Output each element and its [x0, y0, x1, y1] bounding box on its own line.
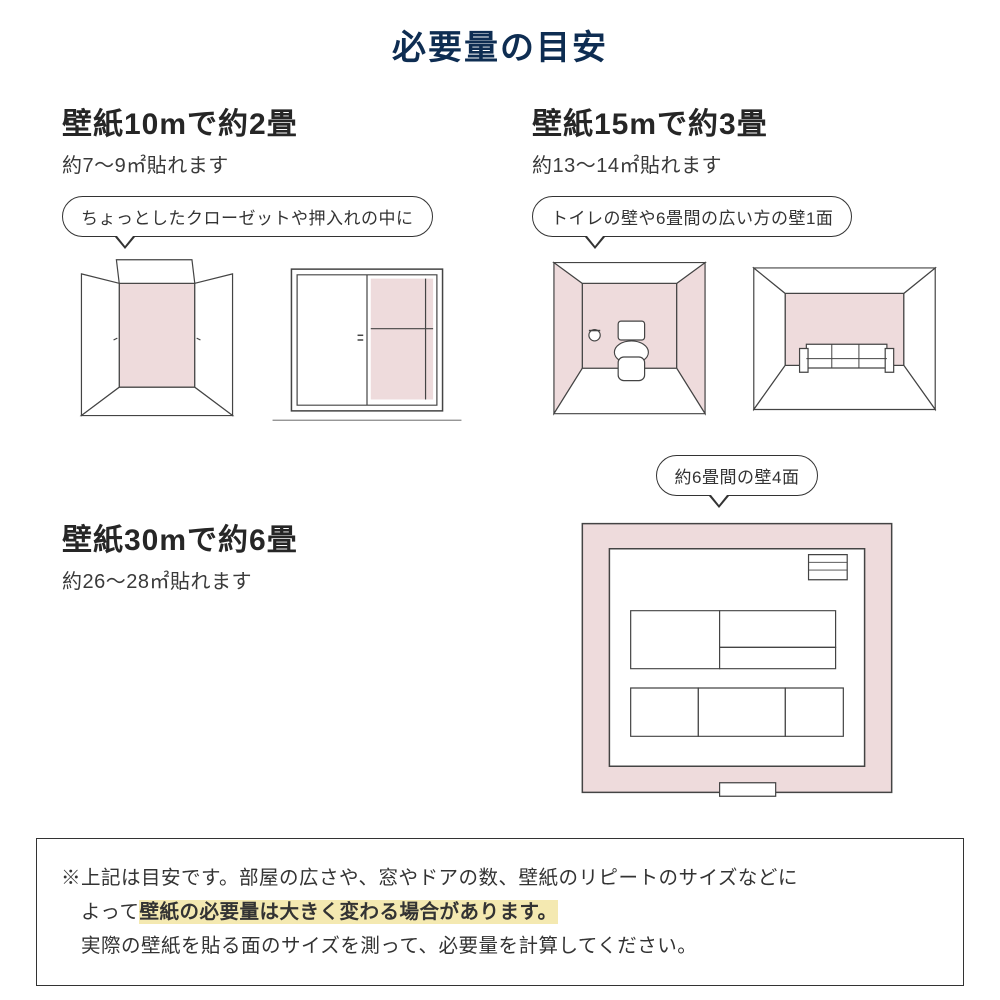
block-10m-heading: 壁紙10mで約2畳	[62, 99, 462, 143]
block-15m: 壁紙15mで約3畳 約13～14㎡貼れます トイレの壁や6畳間の広い方の壁1面	[532, 99, 942, 425]
block-10m: 壁紙10mで約2畳 約7～9㎡貼れます ちょっとしたクローゼットや押入れの中に	[62, 99, 462, 425]
note-line3: 実際の壁紙を貼る面のサイズを測って、必要量を計算してください。	[61, 935, 697, 957]
block-15m-heading: 壁紙15mで約3畳	[532, 99, 942, 143]
block-15m-illustrations	[532, 255, 942, 425]
block-floorplan-bubble: 約6畳間の壁4面	[656, 455, 819, 496]
note-line1: ※上記は目安です。部屋の広さや、窓やドアの数、壁紙のリピートのサイズなどに	[61, 867, 798, 889]
block-30m-sub: 約26～28㎡貼れます	[62, 565, 462, 594]
note-highlight: 壁紙の必要量は大きく変わる場合があります。	[139, 900, 557, 924]
page-title: 必要量の目安	[0, 0, 1000, 69]
block-15m-bubble: トイレの壁や6畳間の広い方の壁1面	[532, 196, 852, 237]
block-30m: 壁紙30mで約6畳 約26～28㎡貼れます	[62, 455, 462, 804]
toilet-room-illustration	[532, 255, 727, 425]
block-15m-sub: 約13～14㎡貼れます	[532, 149, 942, 178]
block-30m-heading: 壁紙30mで約6畳	[62, 515, 462, 559]
living-wall-illustration	[747, 255, 942, 425]
closet-open-illustration	[62, 255, 252, 425]
closet-sliding-illustration	[272, 255, 462, 425]
block-10m-illustrations	[62, 255, 462, 425]
block-10m-bubble: ちょっとしたクローゼットや押入れの中に	[62, 196, 433, 237]
block-10m-sub: 約7～9㎡貼れます	[62, 149, 462, 178]
note-line2-pre: よって	[61, 901, 139, 923]
floorplan-illustration	[572, 514, 902, 804]
block-floorplan: 約6畳間の壁4面	[532, 455, 942, 804]
content-grid: 壁紙10mで約2畳 約7～9㎡貼れます ちょっとしたクローゼットや押入れの中に	[0, 69, 1000, 804]
note-box: ※上記は目安です。部屋の広さや、窓やドアの数、壁紙のリピートのサイズなどに よっ…	[36, 838, 964, 986]
